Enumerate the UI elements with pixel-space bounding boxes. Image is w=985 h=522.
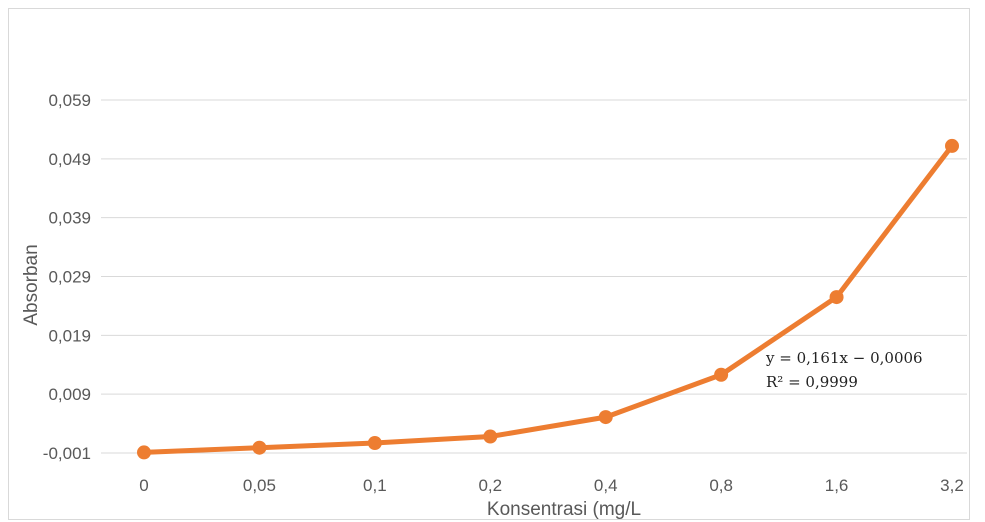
chart-frame: -0,001 0,009 0,019 0,029 0,039 0,049 0,059 0 0,… [8,8,970,520]
data-point [252,440,267,455]
y-tick-label: 0,039 [48,209,91,228]
x-tick-label: 0,05 [243,476,276,495]
y-axis-title: Absorban [21,244,42,325]
data-points [137,138,959,460]
data-point [483,429,498,444]
data-point [714,367,729,382]
series-line [141,143,955,455]
x-tick-label: 0,1 [363,476,387,495]
y-tick-label: 0,049 [48,150,91,169]
x-axis-ticks: 0 0,05 0,1 0,2 0,4 0,8 1,6 3,2 [139,476,964,495]
gridlines [101,99,967,454]
data-point [945,138,959,153]
x-tick-label: 0 [139,476,148,495]
data-point [598,410,613,425]
y-tick-label: 0,029 [48,268,91,287]
y-tick-label: 0,019 [48,326,91,345]
x-tick-label: 0,8 [709,476,733,495]
y-tick-label: 0,059 [48,91,91,110]
line-chart: -0,001 0,009 0,019 0,029 0,039 0,049 0,059 0 0,… [21,91,967,520]
x-tick-label: 1,6 [825,476,849,495]
trendline-equation: y = 0,161x − 0,0006 [765,349,923,367]
r-squared-label: R² = 0,9999 [766,373,858,391]
x-tick-label: 3,2 [940,476,964,495]
data-point [829,290,844,305]
x-tick-label: 0,4 [594,476,618,495]
x-tick-label: 0,2 [478,476,502,495]
data-point [137,445,151,460]
x-axis-title: Konsentrasi (mg/L [487,499,641,520]
y-tick-label: -0,001 [43,444,91,463]
y-tick-label: 0,009 [48,385,91,404]
data-point [367,435,382,450]
y-axis-ticks: -0,001 0,009 0,019 0,029 0,039 0,049 0,059 [43,91,91,463]
